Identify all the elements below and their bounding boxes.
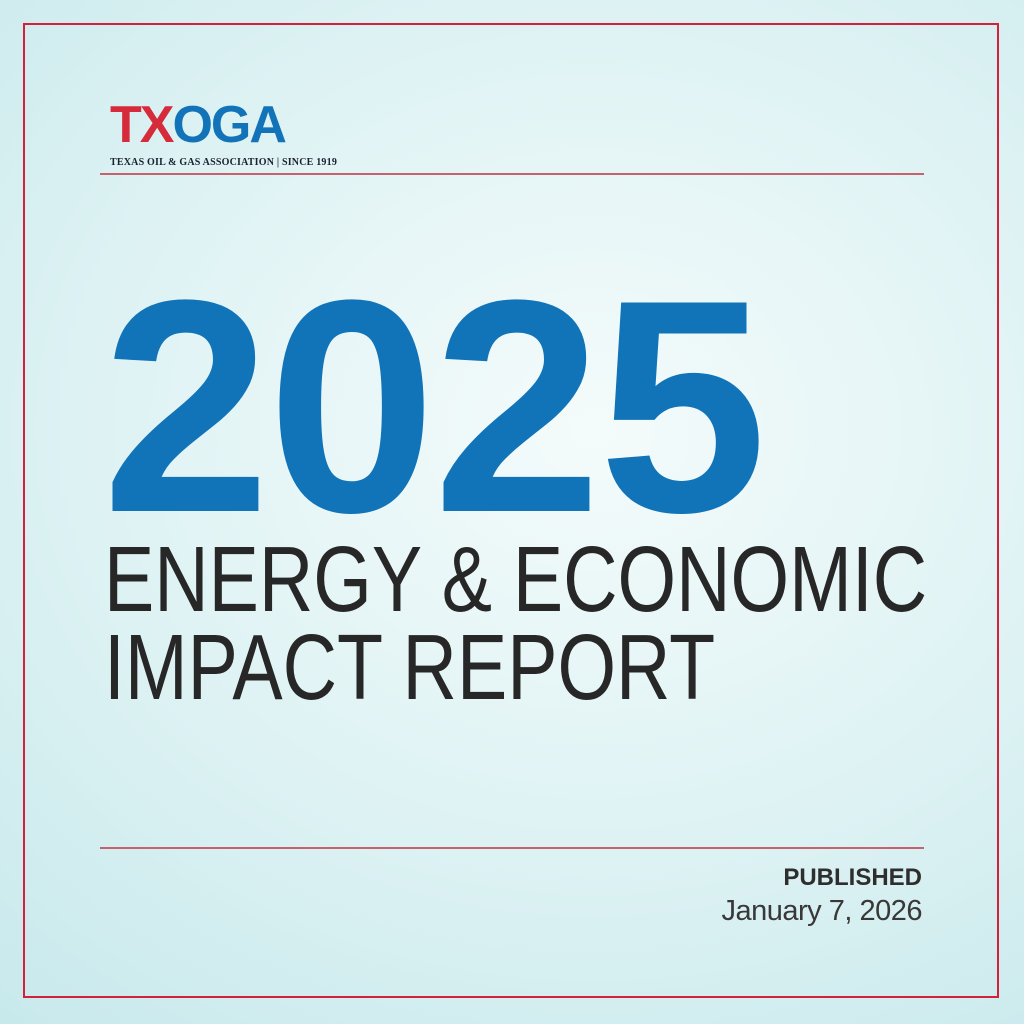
logo-tagline: TEXAS OIL & GAS ASSOCIATION | SINCE 1919: [110, 157, 338, 168]
cover-title: ENERGY & ECONOMIC IMPACT REPORT: [104, 527, 928, 719]
logo-oga: OGA: [172, 96, 286, 154]
cover-year: 2025: [102, 238, 767, 576]
logo-tx: TX: [110, 96, 174, 154]
bottom-divider: [100, 847, 924, 849]
top-divider: [100, 173, 924, 175]
cover-title-line1: ENERGY & ECONOMIC: [104, 527, 928, 631]
published-date: January 7, 2026: [721, 895, 923, 927]
published-label: PUBLISHED: [783, 864, 922, 891]
publish-info: PUBLISHED January 7, 2026: [721, 863, 923, 929]
logo-wordmark: TXOGA: [110, 99, 337, 151]
cover-title-line2: IMPACT REPORT: [104, 615, 716, 719]
txoga-logo: TXOGA TEXAS OIL & GAS ASSOCIATION | SINC…: [110, 99, 337, 168]
